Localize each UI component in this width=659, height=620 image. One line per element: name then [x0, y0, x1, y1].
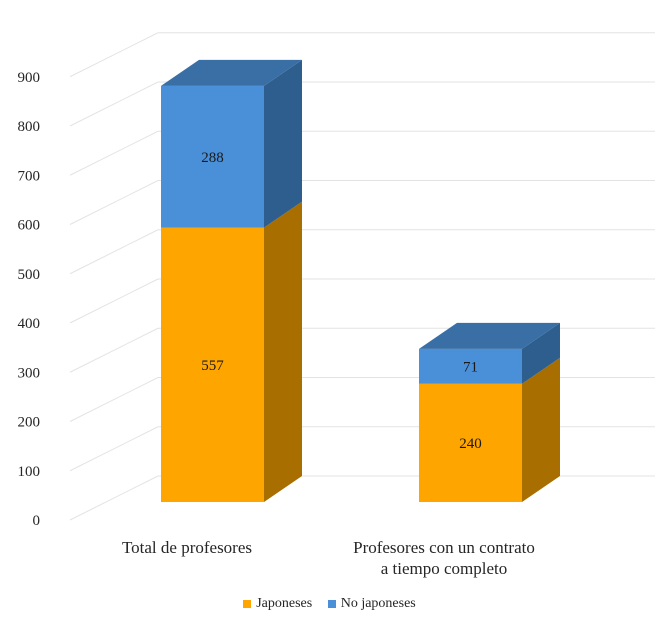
gridline-diagonal: [69, 377, 159, 422]
y-tick-label: 900: [18, 70, 41, 86]
gridline-diagonal: [69, 278, 159, 324]
gridline-diagonal: [69, 32, 159, 78]
legend-item-no-japoneses: No japoneses: [327, 596, 416, 612]
y-tick-label: 800: [18, 119, 41, 135]
category-label: Total de profesores: [122, 538, 252, 557]
legend-label-japoneses: Japoneses: [256, 596, 313, 611]
category-label: a tiempo completo: [381, 559, 508, 578]
gridlines: [69, 32, 655, 521]
y-axis-ticks: 0 100 200 300 400 500 600 700 800 900: [18, 70, 41, 529]
legend-label-no-japoneses: No japoneses: [340, 596, 416, 611]
gridline-diagonal: [69, 180, 159, 225]
category-label: Profesores con un contrato: [353, 538, 535, 557]
bar-top-no-japoneses: [419, 322, 560, 349]
data-labels: 557 288 240 71: [201, 150, 482, 452]
bar-side-no-japoneses: [522, 322, 560, 384]
category-labels: Total de profesores Profesores con un con…: [122, 538, 535, 578]
gridline-diagonal: [69, 130, 159, 176]
bar-top-no-japoneses: [161, 59, 302, 86]
bar-side-no-japoneses: [264, 59, 302, 228]
bar-side-japoneses: [522, 357, 560, 502]
y-tick-label: 100: [18, 464, 41, 480]
y-tick-label: 300: [18, 365, 41, 381]
data-label: 288: [201, 150, 224, 166]
data-label: 71: [463, 359, 478, 375]
data-label: 557: [201, 358, 224, 374]
bar-segment-no-japoneses: [419, 348, 522, 384]
y-tick-label: 700: [18, 168, 41, 184]
bar-segment-no-japoneses: [161, 85, 264, 228]
legend-swatch-japoneses: [243, 600, 252, 608]
y-tick-label: 500: [18, 267, 41, 283]
gridline-diagonal: [69, 229, 159, 275]
legend-swatch-no-japoneses: [327, 600, 336, 608]
y-tick-label: 400: [18, 316, 41, 332]
gridline-diagonal: [69, 81, 159, 127]
bar-side-japoneses: [264, 201, 302, 503]
gridline-diagonal: [69, 475, 159, 521]
bars: [161, 59, 560, 503]
legend-item-japoneses: Japoneses: [243, 596, 312, 612]
bar-segment-japoneses: [419, 383, 522, 502]
legend: Japoneses No japoneses: [0, 596, 659, 613]
y-tick-label: 0: [33, 513, 41, 529]
bar-segment-japoneses: [161, 227, 264, 503]
data-label: 240: [459, 436, 482, 452]
gridline-diagonal: [69, 327, 159, 373]
gridline-diagonal: [69, 426, 159, 472]
y-tick-label: 600: [18, 218, 41, 234]
y-tick-label: 200: [18, 415, 41, 431]
